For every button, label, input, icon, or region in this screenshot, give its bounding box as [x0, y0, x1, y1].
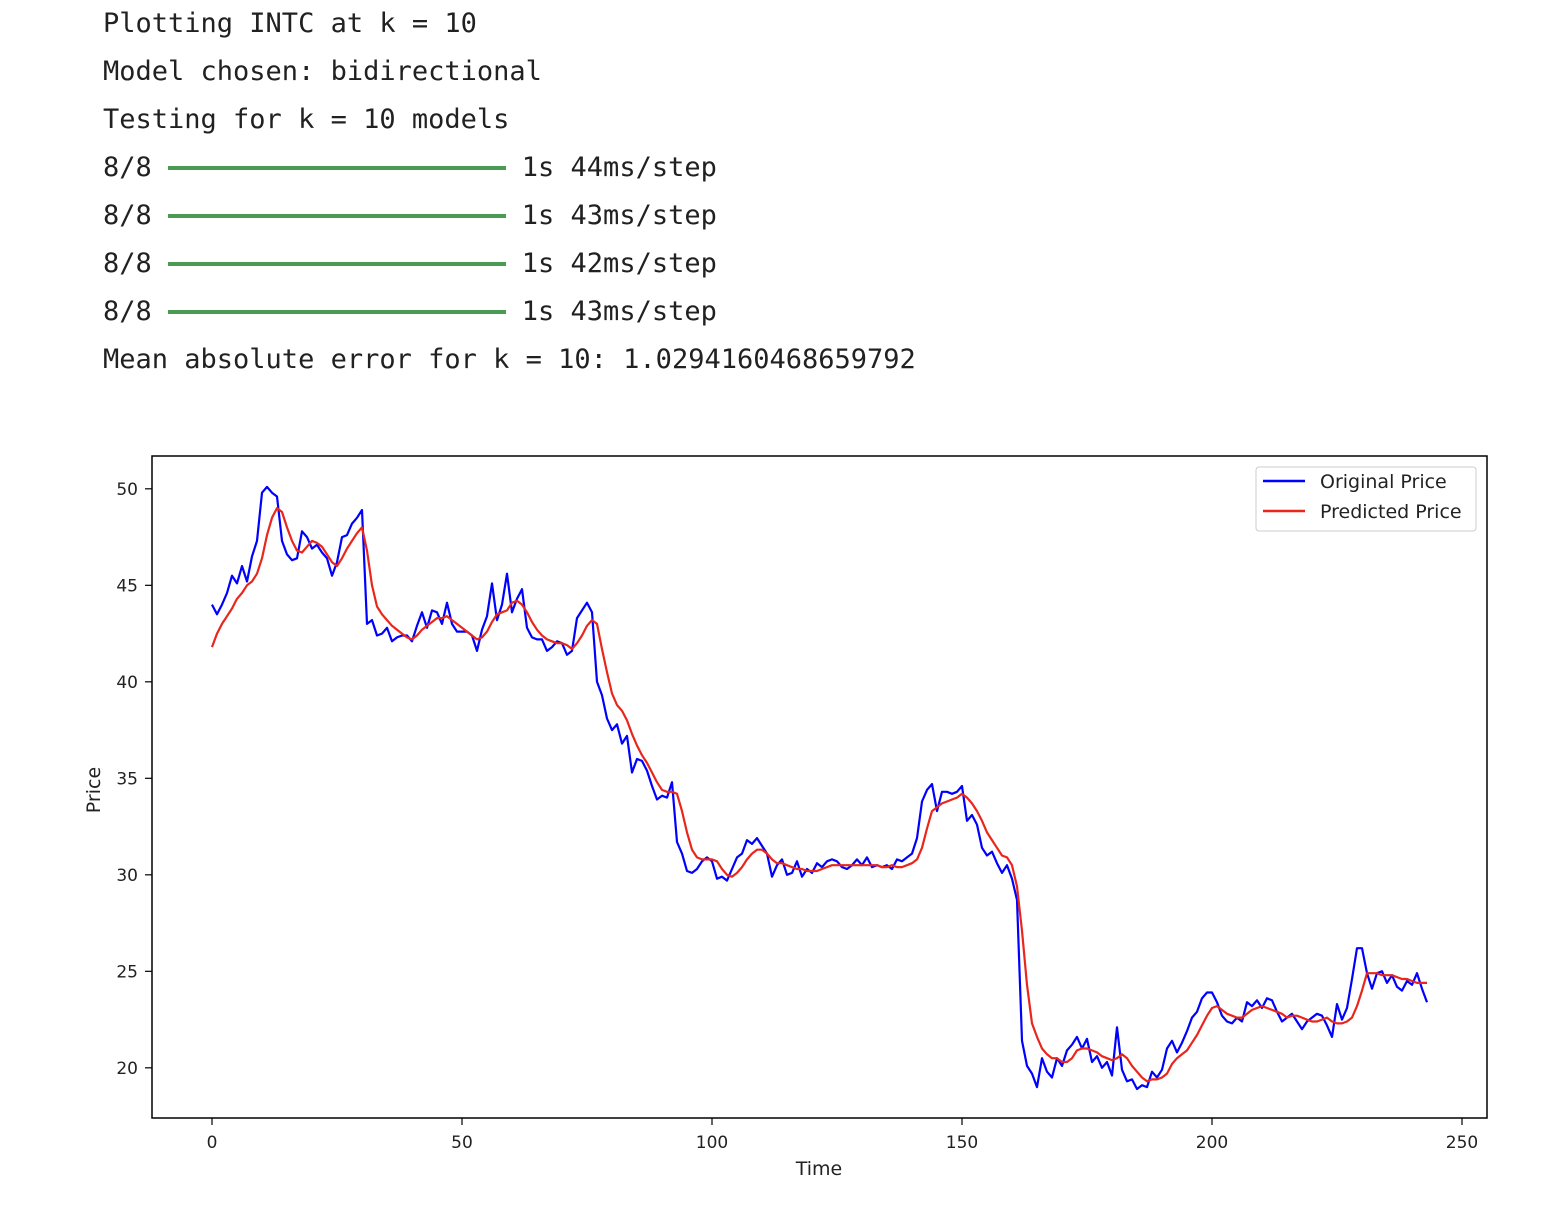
- y-tick-label: 25: [116, 962, 138, 982]
- legend-label-original: Original Price: [1320, 471, 1447, 493]
- progress-bar: [167, 166, 506, 170]
- console-line: Testing for k = 10 models: [103, 96, 1403, 144]
- progress-count: 8/8: [103, 200, 152, 231]
- progress-line: 8/8 1s 43ms/step: [103, 192, 1403, 240]
- progress-count: 8/8: [103, 248, 152, 279]
- console-line-text: Plotting INTC at k = 10: [103, 8, 477, 39]
- legend-box: [1255, 466, 1477, 532]
- x-tick-label: 50: [451, 1133, 473, 1153]
- y-tick-label: 20: [116, 1059, 138, 1079]
- x-axis-label: Time: [795, 1158, 843, 1180]
- progress-timing: 1s 43ms/step: [521, 200, 717, 231]
- progress-bar: [167, 262, 506, 266]
- progress-bar: [167, 214, 506, 218]
- y-axis-label: Price: [83, 767, 105, 813]
- plot-frame: [151, 455, 1488, 1119]
- mae-result-text: Mean absolute error for k = 10: 1.029416…: [103, 344, 916, 375]
- y-tick-label: 30: [116, 866, 138, 886]
- progress-line: 8/8 1s 42ms/step: [103, 240, 1403, 288]
- chart-legend: Original Price Predicted Price: [1255, 466, 1477, 532]
- legend-label-predicted: Predicted Price: [1320, 501, 1462, 523]
- progress-bar: [167, 310, 506, 314]
- console-output: Plotting INTC at k = 10 Model chosen: bi…: [103, 0, 1403, 384]
- console-line-text: Model chosen: bidirectional: [103, 56, 542, 87]
- y-tick-label: 50: [116, 480, 138, 500]
- series-line-predicted-price: [210, 506, 1427, 1083]
- x-axis: 0 50 100 150 200 250: [207, 1118, 1478, 1153]
- progress-count: 8/8: [103, 152, 152, 183]
- progress-timing: 1s 42ms/step: [521, 248, 717, 279]
- console-line: Plotting INTC at k = 10: [103, 0, 1403, 48]
- progress-timing: 1s 43ms/step: [521, 296, 717, 327]
- progress-timing: 1s 44ms/step: [521, 152, 717, 183]
- progress-count: 8/8: [103, 296, 152, 327]
- plot-area: [210, 485, 1429, 1091]
- price-chart: 20 25 30 35 40 45 50 0 50 100 150 200 250 Time Pric…: [83, 455, 1488, 1180]
- x-tick-label: 250: [1446, 1133, 1478, 1153]
- progress-line: 8/8 1s 43ms/step: [103, 288, 1403, 336]
- console-line: Model chosen: bidirectional: [103, 48, 1403, 96]
- console-line-text: Testing for k = 10 models: [103, 104, 510, 135]
- x-tick-label: 100: [696, 1133, 728, 1153]
- y-axis: 20 25 30 35 40 45 50: [116, 480, 152, 1079]
- x-tick-label: 150: [946, 1133, 978, 1153]
- y-tick-label: 35: [116, 769, 138, 789]
- console-line: Mean absolute error for k = 10: 1.029416…: [103, 336, 1403, 384]
- x-tick-label: 0: [207, 1133, 218, 1153]
- y-tick-label: 45: [116, 576, 138, 596]
- y-tick-label: 40: [116, 673, 138, 693]
- series-line-original-price: [211, 485, 1429, 1091]
- x-tick-label: 200: [1196, 1133, 1228, 1153]
- progress-line: 8/8 1s 44ms/step: [103, 144, 1403, 192]
